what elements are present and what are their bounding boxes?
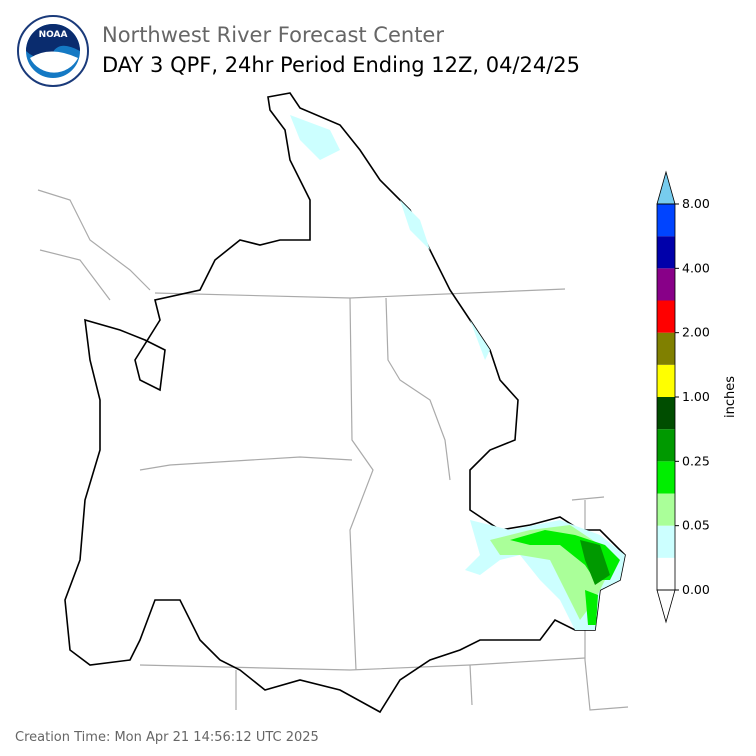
colorbar-bin xyxy=(657,364,675,397)
precip-areas xyxy=(290,115,625,630)
colorbar-bin xyxy=(657,268,675,301)
colorbar-bin xyxy=(657,300,675,333)
colorbar: 0.00 0.05 0.25 1.00 2.00 4.00 8.00 xyxy=(656,170,710,624)
title: Northwest River Forecast Center xyxy=(102,23,444,47)
colorbar-tick-label: 4.00 xyxy=(682,260,710,275)
colorbar-bin xyxy=(657,493,675,526)
svg-text:NOAA: NOAA xyxy=(39,30,68,40)
colorbar-bin xyxy=(657,525,675,558)
noaa-logo: NOAA xyxy=(17,15,89,87)
colorbar-tick-label: 1.00 xyxy=(682,389,710,404)
state-boundaries xyxy=(37,189,629,711)
map xyxy=(37,92,629,714)
colorbar-bin xyxy=(657,461,675,494)
colorbar-bin xyxy=(657,557,675,590)
colorbar-tick-label: 2.00 xyxy=(682,325,710,340)
colorbar-under xyxy=(656,589,676,624)
colorbar-bin xyxy=(657,429,675,462)
colorbar-tick-label: 0.05 xyxy=(682,518,710,533)
subtitle: DAY 3 QPF, 24hr Period Ending 12Z, 04/24… xyxy=(102,53,580,77)
basin-outline xyxy=(64,92,626,714)
colorbar-tick-label: 8.00 xyxy=(682,196,710,211)
colorbar-label: inches xyxy=(723,376,738,418)
colorbar-over xyxy=(656,170,676,205)
creation-time: Creation Time: Mon Apr 21 14:56:12 UTC 2… xyxy=(15,730,319,745)
colorbar-bin xyxy=(657,236,675,269)
colorbar-bin xyxy=(657,397,675,430)
colorbar-bin xyxy=(657,204,675,237)
colorbar-bin xyxy=(657,332,675,365)
colorbar-tick-label: 0.00 xyxy=(682,582,710,597)
colorbar-tick-label: 0.25 xyxy=(682,453,710,468)
